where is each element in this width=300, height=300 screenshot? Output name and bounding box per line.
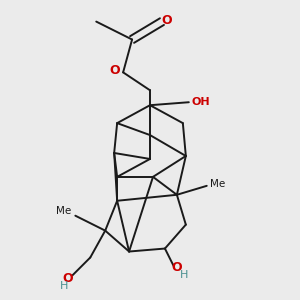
Text: Me: Me xyxy=(210,179,226,189)
Text: Me: Me xyxy=(56,206,71,216)
Text: O: O xyxy=(172,262,182,275)
Text: O: O xyxy=(110,64,120,77)
Text: H: H xyxy=(60,281,68,291)
Text: O: O xyxy=(161,14,172,27)
Text: O: O xyxy=(63,272,73,285)
Text: H: H xyxy=(180,270,188,280)
Text: OH: OH xyxy=(192,97,210,107)
